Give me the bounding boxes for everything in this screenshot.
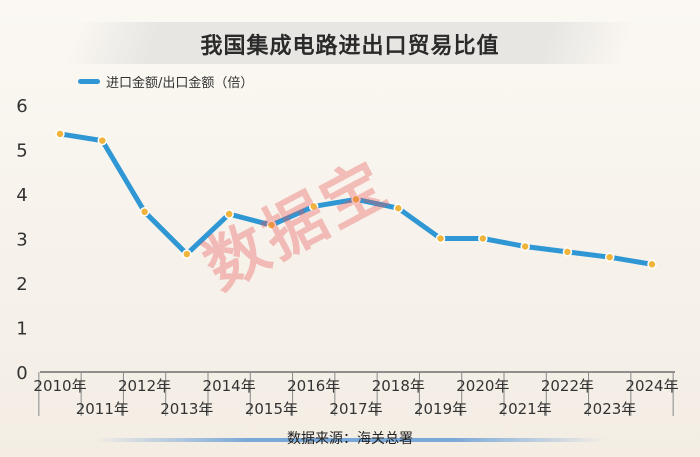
- x-tick-label: 2013年: [160, 400, 213, 418]
- series: [55, 129, 657, 270]
- data-point: [266, 220, 277, 230]
- x-tick-label: 2010年: [33, 377, 86, 395]
- y-tick-label: 0: [16, 363, 27, 384]
- data-point: [435, 233, 446, 244]
- y-axis: 0 1 2 3 4 5 6: [16, 96, 27, 384]
- data-point: [308, 201, 319, 212]
- x-tick-label: 2017年: [329, 400, 382, 418]
- legend-swatch: [78, 79, 100, 84]
- x-tick-label: 2022年: [541, 377, 594, 395]
- y-tick-label: 6: [16, 96, 27, 117]
- y-tick-label: 1: [16, 319, 27, 340]
- x-tick-label: 2018年: [372, 377, 425, 395]
- x-tick-label: 2015年: [245, 400, 298, 418]
- data-point: [351, 194, 361, 205]
- data-point: [478, 233, 488, 244]
- legend-label: 进口金额/出口金额（倍）: [106, 76, 254, 91]
- data-point: [604, 252, 615, 262]
- data-point: [393, 203, 404, 213]
- y-tick-label: 3: [16, 230, 27, 251]
- chart-title: 我国集成电路进出口贸易比值: [200, 34, 500, 59]
- data-point: [224, 209, 234, 219]
- data-point: [562, 247, 573, 257]
- data-point: [182, 249, 192, 259]
- x-tick-label: 2014年: [203, 377, 256, 395]
- x-tick-label: 2023年: [583, 400, 636, 418]
- x-tick-label: 2019年: [414, 400, 467, 418]
- x-tick-label: 2020年: [456, 377, 509, 395]
- data-point: [520, 241, 530, 252]
- x-tick-label: 2012年: [118, 377, 171, 395]
- x-tick-label: 2016年: [287, 377, 340, 395]
- legend: 进口金额/出口金额（倍）: [78, 72, 253, 91]
- footer-line: [95, 438, 605, 442]
- y-tick-label: 2: [16, 274, 27, 295]
- x-tick-label: 2021年: [499, 400, 552, 418]
- y-tick-label: 4: [16, 185, 27, 206]
- source-note: 数据来源：海关总署: [287, 431, 413, 447]
- data-point: [97, 135, 108, 146]
- x-tick-label: 2024年: [625, 377, 678, 395]
- y-tick-label: 5: [16, 141, 27, 162]
- data-point: [647, 259, 657, 270]
- data-point: [139, 207, 150, 217]
- data-point: [55, 129, 65, 139]
- x-tick-label: 2011年: [76, 400, 129, 418]
- x-axis: 2010年 2011年 2012年 2013年 2014年 2015年 2016年 2017年…: [33, 371, 679, 418]
